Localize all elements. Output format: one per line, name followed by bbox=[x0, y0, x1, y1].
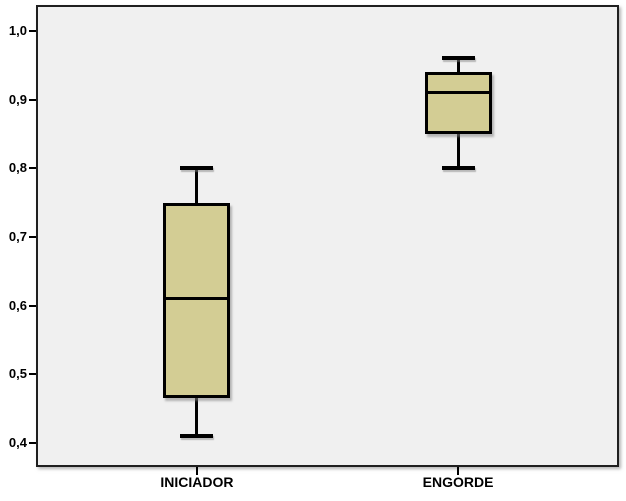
y-tick-mark bbox=[29, 167, 36, 170]
median-line bbox=[166, 297, 228, 301]
min-whisker-cap bbox=[441, 166, 475, 171]
median-line bbox=[427, 91, 489, 95]
iqr-box bbox=[163, 202, 231, 399]
y-tick-label: 0,8 bbox=[8, 160, 27, 176]
y-tick-mark bbox=[29, 236, 36, 238]
plot-area bbox=[36, 5, 619, 467]
upper-whisker bbox=[195, 168, 199, 203]
x-category-label: INICIADOR bbox=[160, 474, 234, 490]
x-tick-mark bbox=[195, 467, 198, 475]
max-whisker-cap bbox=[180, 166, 214, 171]
y-tick-label: 0,9 bbox=[8, 91, 27, 107]
y-tick-mark bbox=[29, 30, 36, 32]
max-whisker-cap bbox=[441, 56, 475, 61]
y-tick-label: 1,0 bbox=[8, 23, 27, 38]
y-tick-mark bbox=[29, 304, 36, 307]
lower-whisker bbox=[456, 134, 460, 169]
y-tick-label: 0,5 bbox=[8, 366, 27, 382]
x-category-label: ENGORDE bbox=[422, 474, 494, 490]
y-tick-mark bbox=[29, 442, 36, 444]
iqr-box bbox=[424, 72, 492, 134]
upper-whisker bbox=[456, 58, 460, 73]
lower-whisker bbox=[195, 398, 199, 437]
y-tick-label: 0,4 bbox=[8, 435, 27, 450]
y-tick-label: 0,6 bbox=[8, 297, 27, 313]
y-tick-mark bbox=[29, 98, 36, 101]
x-tick-mark bbox=[457, 467, 460, 475]
min-whisker-cap bbox=[180, 434, 214, 439]
y-tick-label: 0,7 bbox=[8, 229, 27, 244]
y-tick-mark bbox=[29, 373, 36, 376]
